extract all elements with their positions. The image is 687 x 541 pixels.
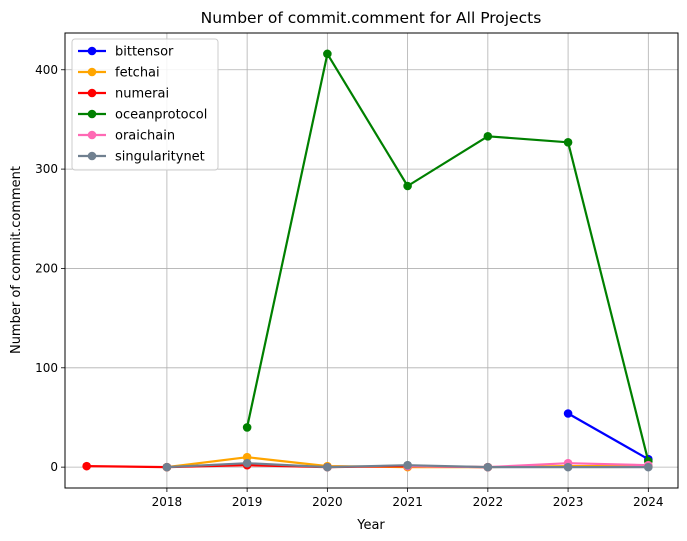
legend-item-numerai: numerai [78, 87, 169, 102]
data-point-singularitynet [403, 460, 412, 470]
y-tick-label: 0 [50, 460, 58, 474]
y-tick-label: 400 [35, 63, 58, 77]
legend-item-singularitynet: singularitynet [78, 150, 205, 165]
data-point-oceanprotocol [242, 423, 252, 432]
legend-item-fetchai: fetchai [78, 66, 160, 81]
legend-swatch-marker [87, 130, 97, 140]
y-axis-label: Number of commit.comment [9, 166, 24, 354]
legend-label: fetchai [115, 66, 160, 81]
legend-label: bittensor [115, 45, 174, 60]
data-point-singularitynet [483, 462, 493, 472]
data-point-bittensor [563, 409, 573, 418]
y-axis: 0 100 200 300 400 [35, 63, 65, 474]
series-oceanprotocol [242, 49, 653, 466]
series-line-oceanprotocol [246, 52, 650, 462]
legend-item-bittensor: bittensor [78, 45, 174, 60]
x-tick-label: 2019 [232, 495, 263, 509]
series-singularitynet [162, 458, 653, 472]
y-tick-label: 100 [35, 361, 58, 375]
x-tick-label: 2023 [553, 495, 584, 509]
chart-title: Number of commit.comment for All Project… [201, 9, 542, 27]
data-point-singularitynet [162, 462, 172, 472]
legend-label: oraichain [115, 129, 175, 144]
x-axis: 2018 2019 2020 2021 2022 2023 2024 [152, 488, 664, 509]
legend-swatch-marker [87, 88, 97, 98]
x-tick-label: 2018 [152, 495, 183, 509]
x-tick-label: 2024 [633, 495, 664, 509]
legend-label: numerai [115, 87, 169, 102]
series-layer [82, 49, 653, 472]
data-point-oceanprotocol [403, 181, 412, 191]
data-point-oceanprotocol [323, 49, 332, 59]
data-point-singularitynet [323, 462, 332, 472]
legend-swatch-marker [87, 46, 97, 56]
data-point-numerai [82, 461, 91, 471]
x-tick-label: 2021 [392, 495, 423, 509]
data-point-fetchai [242, 452, 252, 462]
y-tick-label: 200 [35, 261, 58, 275]
legend: bittensor fetchai numerai oceanprotocol orai… [71, 38, 219, 171]
data-point-singularitynet [644, 462, 653, 472]
legend-swatch-marker [87, 67, 97, 77]
x-tick-label: 2022 [473, 495, 504, 509]
x-tick-label: 2020 [312, 495, 343, 509]
legend-item-oceanprotocol: oceanprotocol [78, 108, 207, 123]
legend-box [71, 38, 219, 171]
plot-frame [64, 32, 679, 489]
legend-swatch-marker [87, 109, 97, 119]
legend-label: oceanprotocol [115, 108, 207, 123]
legend-label: singularitynet [115, 150, 205, 165]
data-point-oceanprotocol [483, 132, 493, 141]
series-line-bittensor [567, 412, 649, 461]
x-axis-label: Year [356, 518, 385, 533]
data-point-singularitynet [242, 458, 252, 468]
legend-swatch-marker [87, 151, 97, 161]
legend-item-oraichain: oraichain [78, 129, 175, 144]
series-bittensor [563, 409, 653, 464]
y-tick-label: 300 [35, 162, 58, 176]
data-point-singularitynet [563, 462, 573, 472]
data-point-oceanprotocol [563, 137, 573, 147]
